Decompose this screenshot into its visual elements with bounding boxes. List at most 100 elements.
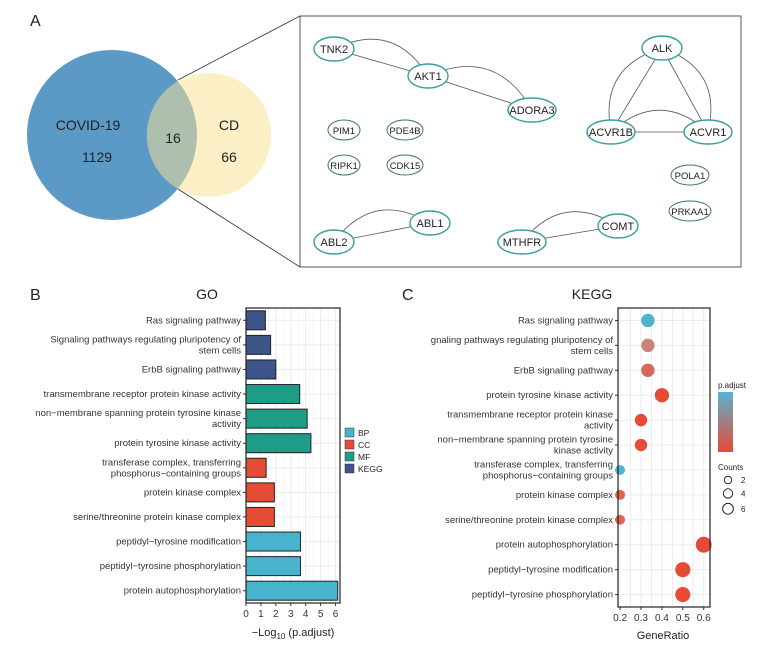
x-tick-label: 3 (288, 609, 294, 620)
network-node-alk: ALK (641, 35, 683, 61)
node-label: POLA1 (675, 171, 706, 182)
node-ellipse (670, 164, 710, 186)
plot-border (617, 307, 711, 608)
dot (654, 388, 670, 403)
network-node-pde4b: PDE4B (386, 119, 424, 141)
node-ellipse (586, 119, 636, 145)
bar (245, 556, 301, 577)
y-tick-label: serine/threonine protein kinase complex (445, 515, 613, 526)
network-node-comt: COMT (597, 213, 639, 239)
y-tick-label: protein autophosphorylation (124, 586, 241, 597)
go-legend: BP CC MF KEGG (344, 427, 383, 474)
venn-label-covid19: COVID-19 (56, 117, 121, 133)
y-tick-label: gnaling pathways regulating pluripotency… (431, 335, 614, 357)
y-tick-label: peptidyl−tyrosine phosphorylation (472, 590, 613, 601)
plot-area (618, 308, 710, 607)
dot (675, 562, 691, 578)
network-node-akt1: AKT1 (407, 63, 449, 89)
x-tick-label: 2 (273, 609, 279, 620)
x-tick-label: 4 (303, 609, 309, 620)
bar (245, 506, 275, 527)
y-tick-label: ErbB signaling pathway (142, 364, 242, 375)
bar (245, 384, 301, 405)
legend-label: BP (358, 428, 370, 438)
x-tick-label: 0.6 (697, 613, 711, 624)
network-node-ripk1: RIPK1 (327, 154, 361, 176)
network-edge (661, 47, 709, 133)
y-tick-label: Ras signaling pathway (518, 315, 613, 326)
node-label: ALK (652, 43, 673, 55)
node-label: AKT1 (414, 71, 442, 83)
network-edge (610, 47, 663, 133)
y-tick-label: Signaling pathways regulating pluripoten… (50, 334, 241, 356)
y-tick-label: peptidyl−tyrosine modification (116, 537, 241, 548)
network-node-acvr1: ACVR1 (683, 119, 733, 145)
y-tick-label: transmembrane receptor protein kinase ac… (44, 389, 242, 400)
dot (641, 313, 655, 328)
node-ellipse (668, 200, 712, 222)
panel-label-c: C (402, 287, 414, 304)
y-tick-label: transferase complex, transferring phospho… (474, 459, 613, 481)
node-label: PDE4B (389, 126, 420, 137)
venn-count-intersection: 16 (165, 130, 181, 146)
node-label: PIM1 (333, 126, 355, 137)
dot (615, 514, 626, 525)
node-ellipse (313, 36, 355, 62)
legend-label: CC (358, 440, 370, 450)
bar (245, 359, 277, 380)
venn-diagram: COVID-19 1129 CD 66 16 (27, 50, 271, 220)
bar (245, 531, 301, 552)
bar (245, 482, 275, 503)
node-label: COMT (602, 221, 635, 233)
node-ellipse (683, 119, 733, 145)
y-tick-label: protein kinase complex (516, 490, 613, 501)
zoom-line-bottom (177, 188, 301, 268)
bar (245, 334, 272, 355)
venn-set-covid19 (27, 50, 197, 220)
venn-count-covid19: 1129 (82, 149, 112, 165)
y-tick-label: ErbB signaling pathway (514, 365, 614, 376)
node-ellipse (313, 229, 355, 255)
node-label: ACVR1 (690, 127, 727, 139)
y-tick-label: transferase complex, transferring phospho… (102, 457, 241, 479)
legend-swatch (344, 427, 355, 438)
node-label: MTHFR (503, 237, 542, 249)
dot (615, 489, 626, 500)
x-tick-label: 0.4 (655, 613, 669, 624)
legend-swatch (344, 439, 355, 450)
plot-area (246, 308, 340, 603)
node-label: CDK15 (390, 161, 421, 172)
x-tick-label: 5 (318, 609, 324, 620)
y-tick-label: transmembrane receptor protein kinase act… (447, 410, 613, 432)
legend-label: MF (358, 452, 370, 462)
y-tick-label: protein autophosphorylation (496, 540, 613, 551)
venn-count-cd: 66 (221, 149, 237, 165)
node-ellipse (386, 119, 424, 141)
node-ellipse (497, 229, 547, 255)
ppi-network: TNK2 AKT1 ADORA3 PIM1 PDE4B RIPK1 CDK15 ABL2 ABL… (313, 35, 733, 255)
network-node-tnk2: TNK2 (313, 36, 355, 62)
dot (641, 338, 655, 353)
node-label: ABL2 (321, 237, 348, 249)
x-tick-label: 6 (333, 609, 339, 620)
node-ellipse (597, 213, 639, 239)
y-tick-label: protein tyrosine kinase activity (114, 438, 241, 449)
node-ellipse (641, 35, 683, 61)
network-box (299, 15, 742, 268)
x-tick-label: 0.2 (613, 613, 627, 624)
network-node-abl2: ABL2 (313, 229, 355, 255)
dot (634, 413, 648, 427)
venn-intersection (147, 81, 198, 189)
node-ellipse (327, 119, 361, 141)
dot (634, 438, 648, 452)
network-node-acvr1b: ACVR1B (586, 119, 636, 145)
y-tick-label: serine/threonine protein kinase complex (73, 512, 241, 523)
kegg-xlabel: GeneRatio (637, 630, 690, 642)
bar (245, 433, 312, 454)
color-legend-title: p.adjust (718, 381, 747, 390)
node-label: ADORA3 (509, 105, 554, 117)
dot (695, 536, 712, 553)
node-ellipse (507, 97, 557, 123)
x-tick-label: 0.3 (634, 613, 648, 624)
